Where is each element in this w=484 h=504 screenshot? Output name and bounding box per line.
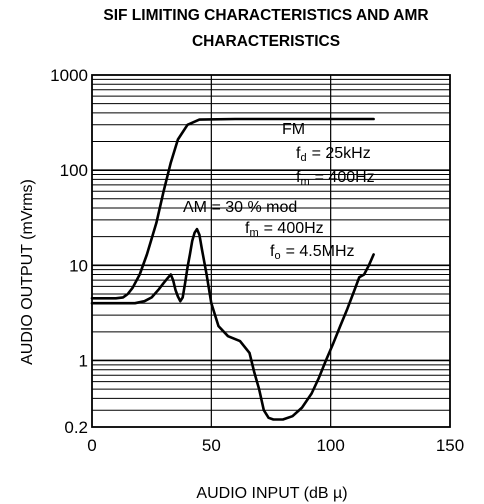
- chart-title-line-1: SIF LIMITING CHARACTERISTICS AND AMR: [103, 7, 429, 24]
- series-line-am: [90, 227, 375, 421]
- plot-frame: [91, 74, 451, 428]
- fm-label: FM: [282, 121, 305, 138]
- am-fm-sub: m: [249, 227, 258, 239]
- grid: [92, 75, 450, 427]
- fm-mod-label: f: [296, 169, 301, 186]
- x-axis-label: AUDIO INPUT (dB µ): [196, 485, 347, 502]
- am-label: AM = 30 % mod: [183, 199, 297, 216]
- fo-value: = 4.5MHz: [286, 243, 355, 260]
- am-fm-label: f: [245, 220, 250, 237]
- x-tick-label: 0: [87, 436, 96, 455]
- svg-text:fd= 25kHz: fd = 25kHz: [296, 145, 371, 164]
- fd-value: = 25kHz: [312, 145, 371, 162]
- fm-mod-value: = 400Hz: [315, 169, 375, 186]
- y-tick-label: 0.2: [64, 418, 88, 437]
- series-lines: [90, 117, 375, 421]
- chart-title-line-2: CHARACTERISTICS: [191, 33, 341, 50]
- fo-label: f: [270, 243, 275, 260]
- x-tick-label: 50: [202, 436, 221, 455]
- y-axis-label: AUDIO OUTPUT (mVrms): [19, 179, 36, 365]
- svg-text:fm= 400Hz: fm = 400Hz: [296, 169, 375, 188]
- y-tick-label: 1000: [50, 66, 88, 85]
- fo-sub: o: [274, 250, 280, 262]
- x-tick-label: 100: [316, 436, 344, 455]
- y-tick-label: 10: [69, 256, 88, 275]
- y-tick-label: 1: [79, 351, 88, 370]
- am-annotation: AM = 30 % mod fm = 400Hz fo = 4.5MHz: [183, 199, 355, 262]
- fm-annotation: FM fd = 25kHz fm = 400Hz: [282, 121, 375, 188]
- y-tick-label: 100: [60, 161, 88, 180]
- tick-labels: 0 50 100 150 0.2 1 10 100 1000: [50, 66, 464, 455]
- x-tick-label: 150: [436, 436, 464, 455]
- am-fm-value: = 400Hz: [264, 220, 324, 237]
- series-line-fm: [90, 117, 375, 300]
- svg-text:fo= 4.5MHz: fo = 4.5MHz: [270, 243, 355, 262]
- fd-sub: d: [300, 152, 306, 164]
- svg-text:fm= 400Hz: fm = 400Hz: [245, 220, 324, 239]
- fd-label: f: [296, 145, 301, 162]
- fm-mod-sub: m: [300, 176, 309, 188]
